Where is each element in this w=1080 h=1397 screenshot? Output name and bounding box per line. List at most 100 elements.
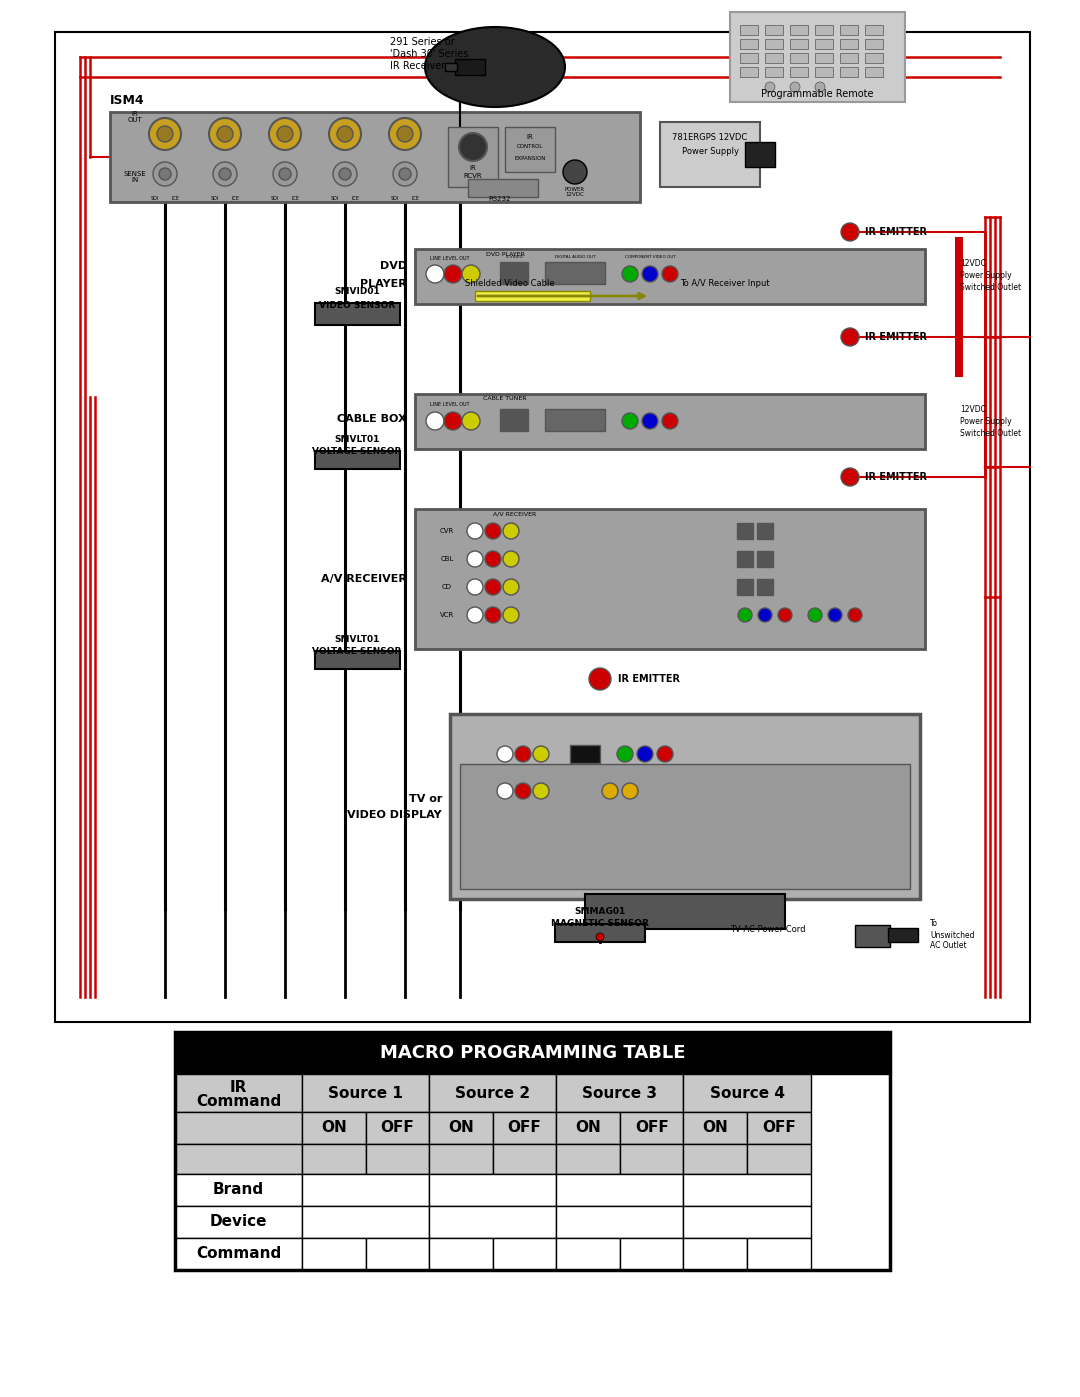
Bar	[684, 1112, 747, 1144]
Circle shape	[503, 550, 519, 567]
Bar	[815, 67, 833, 77]
Circle shape	[778, 608, 792, 622]
Text: Switched Outlet: Switched Outlet	[960, 429, 1021, 437]
Bar	[737, 522, 753, 539]
Circle shape	[657, 746, 673, 761]
Circle shape	[602, 782, 618, 799]
Bar	[865, 39, 883, 49]
Bar	[865, 25, 883, 35]
Circle shape	[159, 168, 171, 180]
Bar	[302, 1074, 429, 1112]
Text: Brand: Brand	[213, 1182, 265, 1197]
Circle shape	[515, 782, 531, 799]
Bar	[175, 1112, 302, 1144]
Circle shape	[589, 668, 611, 690]
Text: Power Supply: Power Supply	[960, 416, 1012, 426]
Text: VIDEO SENSOR: VIDEO SENSOR	[319, 300, 395, 310]
Text: LINE LEVEL OUT: LINE LEVEL OUT	[430, 401, 470, 407]
Text: CABLE TUNER: CABLE TUNER	[483, 397, 527, 401]
Text: Command: Command	[195, 1246, 281, 1261]
Bar	[500, 263, 528, 284]
Bar	[429, 1112, 492, 1144]
Text: SOI: SOI	[151, 197, 159, 201]
Bar	[955, 237, 963, 377]
Bar	[445, 63, 457, 71]
Text: ON: ON	[448, 1120, 474, 1136]
Circle shape	[841, 468, 859, 486]
Text: Unswitched: Unswitched	[930, 930, 974, 940]
Text: Source 1: Source 1	[328, 1085, 403, 1101]
Text: DVD: DVD	[380, 261, 407, 271]
Circle shape	[397, 126, 413, 142]
Bar	[500, 409, 528, 432]
Circle shape	[596, 933, 604, 942]
Circle shape	[426, 412, 444, 430]
Bar	[757, 522, 773, 539]
Circle shape	[841, 224, 859, 242]
Circle shape	[444, 412, 462, 430]
Circle shape	[848, 608, 862, 622]
Text: DVD PLAYER: DVD PLAYER	[486, 251, 525, 257]
Bar	[855, 925, 890, 947]
Bar	[55, 32, 1030, 1023]
Circle shape	[426, 265, 444, 284]
Bar	[302, 1238, 366, 1270]
Text: ON: ON	[576, 1120, 600, 1136]
Bar	[765, 53, 783, 63]
Bar	[747, 1144, 811, 1173]
Bar	[684, 1238, 747, 1270]
Text: SOI: SOI	[391, 197, 400, 201]
Bar	[620, 1112, 684, 1144]
Bar	[865, 67, 883, 77]
Text: Power Supply: Power Supply	[681, 147, 739, 155]
Bar	[740, 67, 758, 77]
Circle shape	[467, 550, 483, 567]
Circle shape	[617, 746, 633, 761]
Bar	[684, 1173, 811, 1206]
Bar	[684, 1144, 747, 1173]
Bar	[429, 1238, 492, 1270]
Text: 781ERGPS 12VDC: 781ERGPS 12VDC	[673, 133, 747, 141]
Circle shape	[467, 608, 483, 623]
Bar	[545, 263, 605, 284]
Text: CBL: CBL	[441, 556, 454, 562]
Text: VOLTAGE SENSOR: VOLTAGE SENSOR	[312, 647, 402, 655]
Text: SMMAG01: SMMAG01	[575, 908, 625, 916]
Circle shape	[515, 746, 531, 761]
Text: SENSE
IN: SENSE IN	[123, 170, 147, 183]
Bar	[450, 714, 920, 900]
Text: A/V RECEIVER: A/V RECEIVER	[321, 574, 407, 584]
Circle shape	[210, 117, 241, 149]
Bar	[556, 1206, 684, 1238]
Circle shape	[808, 608, 822, 622]
Circle shape	[462, 265, 480, 284]
Bar	[110, 112, 640, 203]
Bar	[415, 509, 924, 650]
Bar	[175, 1032, 890, 1074]
Bar	[865, 53, 883, 63]
Bar	[492, 1238, 556, 1270]
Circle shape	[444, 265, 462, 284]
Text: VCR: VCR	[440, 612, 454, 617]
Circle shape	[217, 126, 233, 142]
Text: 'Dash 30' Series: 'Dash 30' Series	[390, 49, 469, 59]
Text: CD: CD	[442, 584, 453, 590]
Circle shape	[485, 578, 501, 595]
Text: SOI: SOI	[330, 197, 339, 201]
Bar	[175, 1144, 302, 1173]
Circle shape	[157, 126, 173, 142]
Text: IR: IR	[527, 134, 534, 140]
Text: CABLE BOX: CABLE BOX	[337, 414, 407, 425]
Circle shape	[662, 414, 678, 429]
Bar	[366, 1144, 429, 1173]
Text: Source 4: Source 4	[710, 1085, 784, 1101]
Circle shape	[462, 412, 480, 430]
Bar	[556, 1173, 684, 1206]
Bar	[660, 122, 760, 187]
Circle shape	[337, 126, 353, 142]
Text: Source 2: Source 2	[455, 1085, 530, 1101]
Bar	[745, 142, 775, 168]
Circle shape	[339, 168, 351, 180]
Circle shape	[149, 117, 181, 149]
Text: CONTROL: CONTROL	[517, 144, 543, 149]
